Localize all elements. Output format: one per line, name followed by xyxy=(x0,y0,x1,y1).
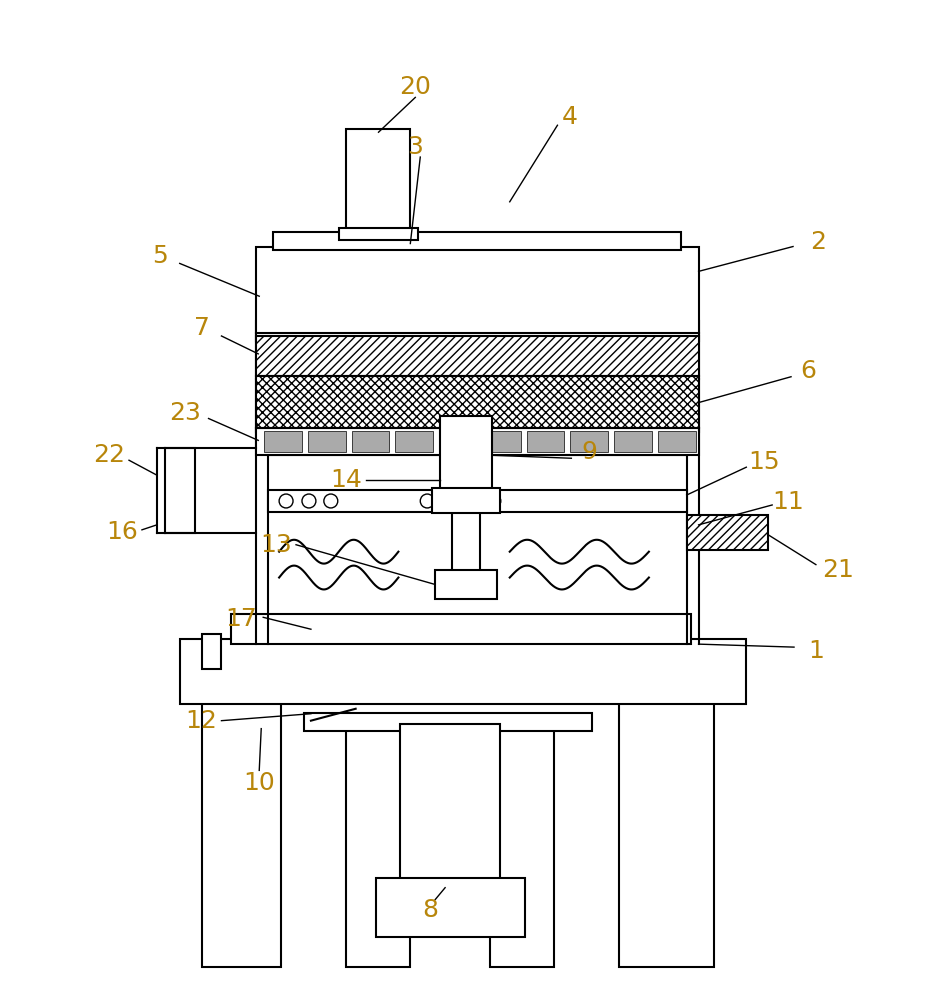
Bar xyxy=(180,639,747,704)
Bar xyxy=(273,232,681,250)
Text: 17: 17 xyxy=(225,607,257,631)
Bar xyxy=(345,729,411,967)
Text: 20: 20 xyxy=(399,75,431,99)
Bar xyxy=(256,247,698,341)
Bar xyxy=(375,878,525,937)
Bar xyxy=(687,515,768,550)
Bar xyxy=(256,336,698,376)
Text: 1: 1 xyxy=(808,639,824,663)
Bar xyxy=(400,724,500,898)
Bar xyxy=(483,431,520,452)
Text: 13: 13 xyxy=(261,533,292,557)
Text: 6: 6 xyxy=(800,359,816,383)
Bar xyxy=(490,729,555,967)
Bar xyxy=(571,431,608,452)
Bar xyxy=(308,431,345,452)
Bar xyxy=(232,614,691,644)
Text: 4: 4 xyxy=(561,105,577,129)
Text: 14: 14 xyxy=(330,468,361,492)
Bar xyxy=(432,488,500,513)
Text: 11: 11 xyxy=(772,490,804,514)
Bar xyxy=(527,431,564,452)
Bar xyxy=(439,431,477,452)
Bar xyxy=(440,416,492,490)
Bar xyxy=(619,699,713,967)
Bar xyxy=(256,428,698,455)
Text: 5: 5 xyxy=(152,244,168,268)
Text: 23: 23 xyxy=(169,401,200,425)
Bar xyxy=(268,490,687,512)
Bar xyxy=(256,376,698,430)
Bar xyxy=(614,431,652,452)
Text: 22: 22 xyxy=(93,443,125,467)
Text: 3: 3 xyxy=(408,135,424,159)
Bar xyxy=(435,570,497,599)
Text: 21: 21 xyxy=(822,558,854,582)
Text: 10: 10 xyxy=(243,771,276,795)
Text: 2: 2 xyxy=(810,230,826,254)
Bar xyxy=(165,448,195,533)
Bar xyxy=(202,699,281,967)
Text: 15: 15 xyxy=(749,450,780,474)
Bar xyxy=(452,510,479,575)
Text: 9: 9 xyxy=(581,440,597,464)
Bar xyxy=(345,129,411,234)
Bar xyxy=(264,431,302,452)
Bar xyxy=(202,634,222,669)
Bar xyxy=(352,431,389,452)
Bar xyxy=(658,431,695,452)
Text: 8: 8 xyxy=(423,898,439,922)
Text: 12: 12 xyxy=(185,709,218,733)
Bar xyxy=(339,228,418,240)
Text: 16: 16 xyxy=(106,520,138,544)
Bar xyxy=(396,431,433,452)
Bar xyxy=(304,713,592,731)
Text: 7: 7 xyxy=(194,316,209,340)
